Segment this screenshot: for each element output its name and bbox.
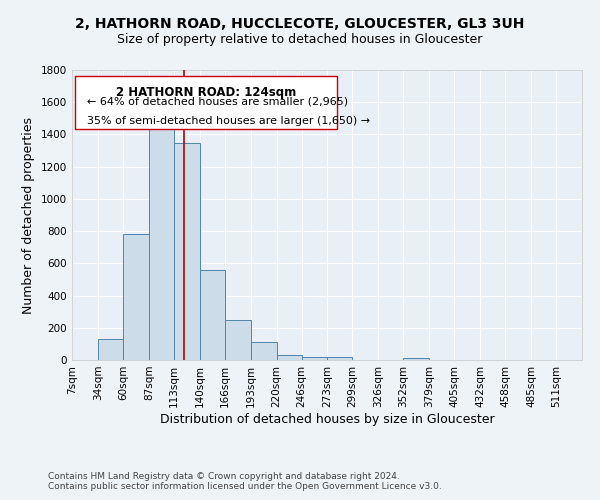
Bar: [403, 358, 429, 360]
X-axis label: Distribution of detached houses by size in Gloucester: Distribution of detached houses by size …: [160, 412, 494, 426]
Text: 2, HATHORN ROAD, HUCCLECOTE, GLOUCESTER, GL3 3UH: 2, HATHORN ROAD, HUCCLECOTE, GLOUCESTER,…: [76, 18, 524, 32]
Text: 2 HATHORN ROAD: 124sqm: 2 HATHORN ROAD: 124sqm: [116, 86, 296, 99]
Bar: [149, 128, 174, 360]
Bar: [302, 357, 328, 360]
Bar: [123, 234, 149, 360]
Bar: [277, 355, 302, 360]
Bar: [225, 320, 251, 360]
Bar: [98, 339, 123, 360]
Text: Contains public sector information licensed under the Open Government Licence v3: Contains public sector information licen…: [48, 482, 442, 491]
Bar: [328, 357, 352, 360]
Text: ← 64% of detached houses are smaller (2,965): ← 64% of detached houses are smaller (2,…: [88, 96, 349, 106]
Bar: [200, 270, 225, 360]
FancyBboxPatch shape: [74, 76, 337, 130]
Bar: [251, 342, 277, 360]
Y-axis label: Number of detached properties: Number of detached properties: [22, 116, 35, 314]
Text: Size of property relative to detached houses in Gloucester: Size of property relative to detached ho…: [118, 32, 482, 46]
Text: 35% of semi-detached houses are larger (1,650) →: 35% of semi-detached houses are larger (…: [88, 116, 370, 126]
Bar: [174, 142, 200, 360]
Text: Contains HM Land Registry data © Crown copyright and database right 2024.: Contains HM Land Registry data © Crown c…: [48, 472, 400, 481]
